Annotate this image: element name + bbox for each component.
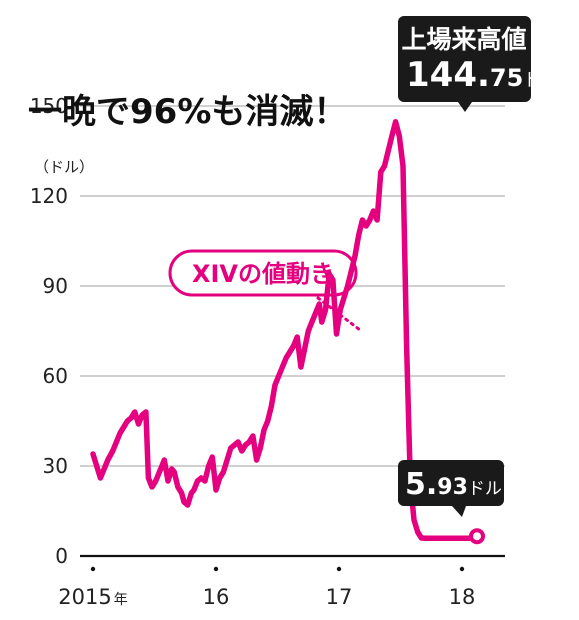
- callout-high-unit: ドル: [523, 70, 559, 91]
- y-tick-label: 30: [43, 454, 68, 478]
- callout-low-value-small: 93: [437, 475, 468, 500]
- callout-high-value-big: 144.: [406, 55, 490, 95]
- svg-text:5.93ドル: 5.93ドル: [405, 467, 502, 502]
- x-tick-label: 17: [326, 585, 353, 609]
- series-label-box: [168, 249, 358, 297]
- y-unit-label: （ドル）: [34, 158, 94, 176]
- headline: 一晩で96%も消滅！: [28, 92, 347, 132]
- x-tick-label: 16: [203, 585, 230, 609]
- x-tick-labels: 2015 年 16 17 18: [58, 566, 476, 609]
- plot-area: [90, 119, 485, 545]
- x-tick-dot: [90, 566, 96, 572]
- x-tick-dot: [336, 566, 342, 572]
- x-tick-suffix: 年: [114, 592, 128, 608]
- x-tick-dot: [459, 566, 465, 572]
- svg-text:144.75ドル: 144.75ドル: [406, 55, 559, 95]
- x-tick-label: 2015 年: [58, 585, 127, 609]
- y-tick-label: 150: [30, 94, 68, 118]
- series-label: XIVの値動き: [192, 260, 334, 288]
- x-tick-dot: [213, 566, 219, 572]
- x-tick-label: 18: [449, 585, 476, 609]
- y-tick-label: 60: [43, 364, 68, 388]
- callout-low-value-big: 5.: [405, 467, 437, 502]
- callout-high: 上場来高値 144.75ドル: [398, 16, 559, 112]
- y-tick-label: 0: [55, 544, 68, 568]
- callout-low-unit: ドル: [468, 479, 502, 499]
- series-line: [90, 119, 478, 541]
- callout-high-title: 上場来高値: [401, 25, 526, 54]
- y-tick-labels: 0 30 60 90 120 150: [30, 94, 68, 568]
- callout-high-value-small: 75: [490, 64, 523, 92]
- callout-low: 5.93ドル: [398, 460, 504, 517]
- end-marker: [469, 528, 485, 545]
- y-tick-label: 90: [43, 274, 68, 298]
- y-tick-label: 120: [30, 184, 68, 208]
